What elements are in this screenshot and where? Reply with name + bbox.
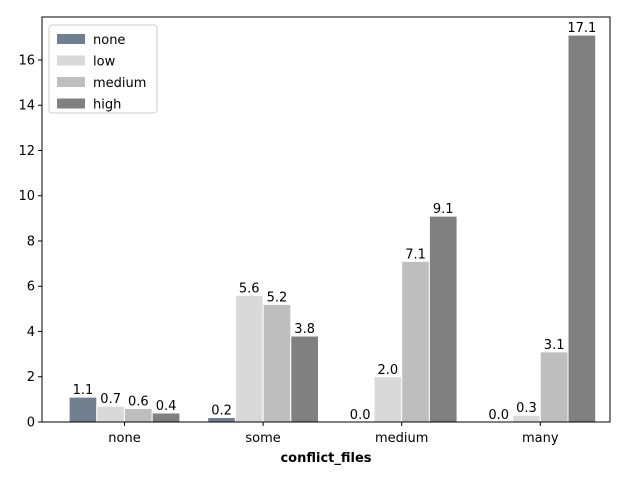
value-label-high-many: 17.1 <box>567 21 596 36</box>
legend-label-high: high <box>93 98 121 113</box>
legend-label-low: low <box>93 55 116 70</box>
value-label-low-none: 0.7 <box>100 392 121 407</box>
bar-high-medium <box>428 215 458 423</box>
bars-layer <box>68 34 597 423</box>
value-label-medium-many: 3.1 <box>544 338 565 353</box>
y-tick-label-4: 4 <box>27 325 35 340</box>
y-tick-label-14: 14 <box>18 99 35 114</box>
legend-label-medium: medium <box>93 76 146 91</box>
value-label-medium-medium: 7.1 <box>405 247 426 262</box>
legend-label-none: none <box>93 33 125 48</box>
value-label-medium-some: 5.2 <box>267 290 288 305</box>
value-label-low-many: 0.3 <box>516 401 537 416</box>
bar-high-some <box>290 335 319 423</box>
y-tick-label-2: 2 <box>27 370 35 385</box>
value-label-high-none: 0.4 <box>156 399 177 414</box>
y-tick-label-10: 10 <box>18 189 35 204</box>
value-label-none-medium: 0.0 <box>350 408 371 423</box>
x-tick-label-some: some <box>245 431 280 446</box>
value-label-medium-none: 0.6 <box>128 394 149 409</box>
plot-frame <box>41 16 611 423</box>
bar-medium-many <box>539 351 569 423</box>
legend: none low medium high <box>48 24 158 114</box>
bar-medium-none <box>124 407 153 423</box>
value-labels-layer: 1.1 0.7 0.6 0.4 0.2 5.6 5.2 3.8 0.0 2.0 7.1 9.1 0.0 0… <box>73 21 597 423</box>
bar-medium-medium <box>401 260 430 423</box>
legend-swatch-high <box>57 98 85 109</box>
value-label-none-some: 0.2 <box>211 403 232 418</box>
value-label-high-some: 3.8 <box>294 322 315 337</box>
bar-low-some <box>234 294 264 423</box>
legend-swatch-medium <box>57 77 85 87</box>
x-tick-label-many: many <box>522 431 559 446</box>
y-tick-label-12: 12 <box>18 144 35 159</box>
value-label-none-none: 1.1 <box>73 383 94 398</box>
bar-low-none <box>96 405 126 423</box>
value-label-none-many: 0.0 <box>488 408 509 423</box>
bar-high-none <box>151 412 181 423</box>
bar-medium-some <box>262 303 292 423</box>
legend-swatch-low <box>57 55 85 66</box>
bar-none-none <box>68 396 98 423</box>
y-tick-label-6: 6 <box>27 280 35 295</box>
legend-box <box>48 24 158 114</box>
y-tick-label-16: 16 <box>18 53 35 68</box>
value-label-high-medium: 9.1 <box>433 202 454 217</box>
y-tick-label-8: 8 <box>27 234 35 249</box>
axes-layer: none some medium many 0 2 4 6 8 10 12 14 16 <box>18 16 611 446</box>
value-label-low-medium: 2.0 <box>378 363 399 378</box>
x-tick-label-medium: medium <box>375 431 428 446</box>
value-label-low-some: 5.6 <box>239 281 260 296</box>
x-tick-label-none: none <box>108 431 140 446</box>
bar-low-many <box>512 414 541 423</box>
bar-low-medium <box>373 376 403 423</box>
legend-swatch-none <box>57 34 85 44</box>
bar-high-many <box>567 34 597 423</box>
y-tick-label-0: 0 <box>27 416 35 431</box>
x-axis-title: conflict_files <box>280 451 371 466</box>
